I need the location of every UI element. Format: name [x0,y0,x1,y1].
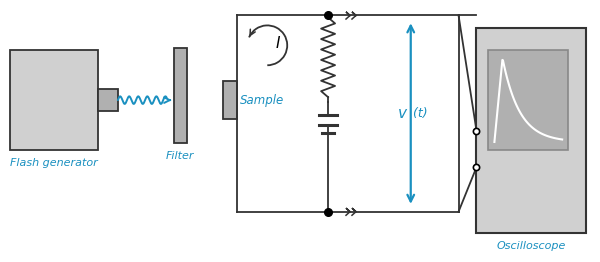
Bar [488,50,568,150]
Text: Flash generator: Flash generator [10,158,98,168]
Text: Oscilloscope: Oscilloscope [497,241,566,250]
Text: I: I [275,36,280,51]
Text: v: v [398,106,407,121]
Text: Sample: Sample [241,94,284,107]
Bar [476,28,586,233]
Text: (t): (t) [409,107,427,120]
Bar [10,50,98,150]
Bar [173,48,187,143]
Bar [223,81,238,119]
Bar [98,89,118,111]
Text: Filter: Filter [166,151,194,161]
